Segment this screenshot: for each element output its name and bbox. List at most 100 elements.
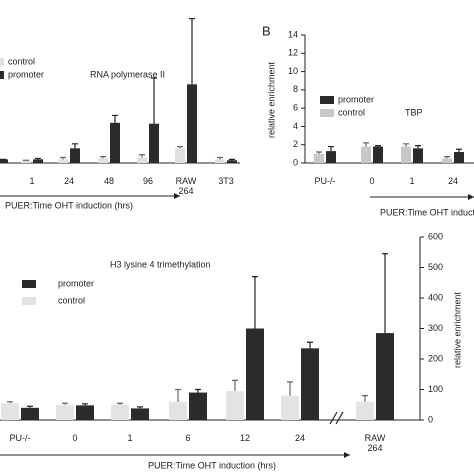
x-tick-label: 1 bbox=[29, 176, 35, 186]
error-bar bbox=[82, 403, 88, 406]
bar bbox=[149, 123, 159, 163]
error-bar bbox=[72, 143, 78, 149]
bar bbox=[401, 146, 411, 163]
legend-swatch bbox=[320, 109, 334, 117]
error-bar bbox=[252, 276, 258, 329]
legend-label: control bbox=[58, 295, 85, 305]
bar bbox=[373, 146, 383, 163]
bar bbox=[187, 84, 197, 163]
bar bbox=[442, 158, 452, 163]
x-tick-label: 0 bbox=[369, 176, 375, 186]
bar bbox=[111, 404, 129, 420]
bar bbox=[301, 348, 319, 420]
chart-title: H3 lysine 4 trimethylation bbox=[110, 259, 211, 269]
y-tick-label: 100 bbox=[428, 384, 443, 394]
error-bar bbox=[375, 145, 381, 147]
error-bar bbox=[60, 156, 66, 160]
x-axis-label: PUER:Time OHT induction (hrs) bbox=[5, 200, 133, 210]
error-bar bbox=[363, 142, 369, 147]
bar bbox=[361, 146, 371, 163]
bar bbox=[169, 401, 187, 420]
error-bar bbox=[117, 402, 123, 405]
panel-letter: B bbox=[262, 23, 271, 38]
y-axis-label: relative enrichment bbox=[266, 61, 276, 138]
bar bbox=[98, 158, 108, 163]
x-tick-label: 1 bbox=[409, 176, 415, 186]
bar bbox=[21, 160, 31, 163]
bar bbox=[281, 395, 299, 420]
legend-swatch bbox=[0, 71, 4, 79]
legend-swatch bbox=[0, 58, 4, 66]
y-tick-label: 4 bbox=[293, 121, 298, 131]
error-bar bbox=[151, 77, 157, 124]
y-tick-label: 0 bbox=[293, 157, 298, 167]
y-tick-label: 10 bbox=[288, 66, 298, 76]
error-bar bbox=[175, 388, 181, 402]
bar bbox=[454, 152, 464, 163]
chart-title: TBP bbox=[405, 107, 423, 117]
error-bar bbox=[139, 154, 145, 158]
bar bbox=[246, 328, 264, 420]
bar bbox=[376, 333, 394, 420]
y-tick-label: 0 bbox=[428, 414, 433, 424]
bar bbox=[189, 392, 207, 420]
bar bbox=[33, 159, 43, 163]
error-bar bbox=[100, 156, 106, 159]
error-bar bbox=[35, 157, 41, 160]
error-bar bbox=[362, 395, 368, 402]
legend-swatch bbox=[22, 280, 36, 288]
y-tick-label: 300 bbox=[428, 323, 443, 333]
y-tick-label: 600 bbox=[428, 231, 443, 241]
x-tick-label: 24 bbox=[63, 176, 74, 186]
x-arrow-head bbox=[174, 193, 180, 199]
bar bbox=[56, 404, 74, 420]
legend-label: promoter bbox=[338, 94, 374, 104]
x-axis-label: PUER:Time OHT induction (hrs) bbox=[148, 460, 276, 470]
legend-swatch bbox=[22, 297, 36, 305]
x-tick-label: 3T3 bbox=[218, 176, 234, 186]
bar bbox=[226, 391, 244, 420]
y-tick-label: 8 bbox=[293, 84, 298, 94]
bar bbox=[215, 159, 225, 163]
x-tick-label: RAW 264 bbox=[175, 176, 197, 196]
error-bar bbox=[403, 143, 409, 147]
y-tick-label: 2 bbox=[293, 139, 298, 149]
error-bar bbox=[27, 405, 33, 408]
legend-label: promoter bbox=[8, 69, 44, 79]
axis-break bbox=[329, 411, 344, 425]
x-tick-label: 96 bbox=[142, 176, 153, 186]
bar bbox=[137, 157, 147, 163]
error-bar bbox=[177, 145, 183, 149]
error-bar bbox=[229, 158, 235, 161]
x-tick-label: PU-/- bbox=[9, 433, 31, 443]
error-bar bbox=[287, 381, 293, 396]
legend-swatch bbox=[320, 96, 334, 104]
error-bar bbox=[415, 145, 421, 149]
error-bar bbox=[444, 156, 450, 159]
error-bar bbox=[232, 379, 238, 392]
bar bbox=[131, 408, 149, 420]
legend-label: promoter bbox=[58, 278, 94, 288]
bar bbox=[1, 403, 19, 420]
y-axis-label: relative enrichment bbox=[452, 291, 462, 368]
x-axis-label: PUER:Time OHT induction (hrs) bbox=[380, 207, 474, 217]
error-bar bbox=[316, 151, 322, 154]
y-tick-label: 500 bbox=[428, 262, 443, 272]
x-arrow-head bbox=[344, 452, 350, 458]
x-tick-label: 48 bbox=[103, 176, 114, 186]
bar bbox=[227, 160, 237, 163]
x-tick-label: 24 bbox=[294, 433, 305, 443]
error-bar bbox=[137, 406, 143, 409]
bar bbox=[314, 153, 324, 163]
error-bar bbox=[112, 114, 118, 123]
x-tick-label: RAW 264 bbox=[364, 433, 386, 453]
x-tick-label: 0 bbox=[72, 433, 78, 443]
bar bbox=[413, 148, 423, 163]
error-bar bbox=[217, 156, 223, 160]
bar bbox=[110, 122, 120, 163]
error-bar bbox=[382, 253, 388, 334]
y-tick-label: 14 bbox=[288, 29, 298, 39]
chart-title: RNA polymerase II bbox=[90, 69, 165, 79]
bar bbox=[356, 401, 374, 420]
